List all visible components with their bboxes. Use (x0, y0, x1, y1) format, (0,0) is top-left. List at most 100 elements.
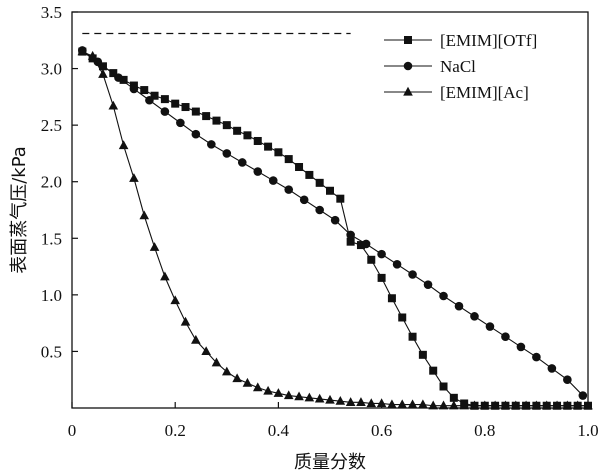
legend-marker-triangle (403, 87, 413, 96)
data-point-circle (517, 343, 526, 352)
data-point-circle (424, 280, 433, 289)
legend-label-emim-ac: [EMIM][Ac] (440, 83, 529, 102)
data-point-circle (346, 231, 355, 240)
legend-label-emim-otf: [EMIM][OTf] (440, 31, 537, 50)
data-point-triangle (191, 335, 201, 344)
data-point-square (336, 195, 344, 203)
data-point-circle (393, 260, 402, 269)
y-tick-label: 2.0 (41, 173, 62, 192)
data-point-triangle (119, 140, 129, 149)
y-tick-label: 1.5 (41, 229, 62, 248)
x-axis-title: 质量分数 (294, 452, 366, 473)
data-point-square (274, 148, 282, 156)
x-tick-label: 0.2 (165, 421, 186, 440)
data-point-circle (176, 119, 185, 128)
data-point-circle (470, 312, 479, 321)
data-point-triangle (232, 373, 242, 382)
data-point-circle (207, 140, 216, 149)
data-point-triangle (408, 399, 418, 408)
data-point-circle (145, 96, 154, 105)
data-point-square (388, 294, 396, 302)
data-point-square (161, 95, 169, 103)
data-point-square (212, 117, 220, 125)
data-point-square (254, 137, 262, 145)
x-tick-label: 0.8 (474, 421, 495, 440)
data-point-circle (455, 302, 464, 311)
data-point-triangle (139, 210, 149, 219)
data-point-circle (223, 149, 232, 158)
data-point-triangle (356, 397, 366, 406)
data-point-circle (548, 364, 557, 373)
data-point-triangle (160, 272, 170, 281)
y-tick-label: 3.0 (41, 60, 62, 79)
data-point-circle (408, 270, 417, 279)
data-point-square (367, 256, 375, 264)
data-point-square (264, 143, 272, 151)
data-point-square (305, 171, 313, 179)
x-tick-label: 0.4 (268, 421, 290, 440)
data-point-triangle (253, 382, 263, 391)
data-point-square (192, 108, 200, 116)
legend-label-nacl: NaCl (440, 57, 476, 76)
data-point-circle (331, 216, 340, 225)
plot-frame (72, 12, 588, 408)
y-axis-title: 表面蒸气压/kPa (9, 146, 30, 274)
data-point-circle (563, 375, 572, 384)
data-point-triangle (181, 317, 191, 326)
data-point-triangle (222, 367, 232, 376)
data-point-circle (439, 292, 448, 301)
data-point-square (398, 313, 406, 321)
data-point-circle (300, 196, 309, 205)
data-point-circle (486, 322, 495, 331)
data-point-circle (114, 73, 123, 82)
data-point-triangle (397, 399, 407, 408)
legend-marker-square (404, 36, 412, 44)
data-point-circle (253, 167, 262, 176)
data-point-circle (238, 158, 247, 167)
data-point-square (171, 100, 179, 108)
data-point-triangle (243, 378, 253, 387)
data-point-triangle (98, 69, 108, 78)
data-point-square (419, 351, 427, 359)
data-point-square (223, 121, 231, 129)
data-point-square (378, 274, 386, 282)
data-point-circle (532, 353, 541, 362)
data-point-triangle (108, 101, 118, 110)
series-line-emim-otf (82, 52, 588, 406)
data-point-square (140, 86, 148, 94)
data-point-square (316, 179, 324, 187)
y-tick-label: 0.5 (41, 342, 62, 361)
data-point-square (440, 383, 448, 391)
data-point-circle (161, 107, 170, 116)
data-point-circle (377, 250, 386, 259)
series-line-emim-ac (82, 52, 588, 406)
legend-marker-circle (404, 62, 413, 71)
data-point-square (243, 131, 251, 139)
data-point-circle (284, 185, 293, 194)
data-point-circle (192, 130, 201, 139)
x-tick-label: 0.6 (371, 421, 392, 440)
data-point-triangle (129, 173, 139, 182)
data-point-circle (579, 391, 588, 400)
data-point-square (326, 187, 334, 195)
data-point-triangle (418, 399, 428, 408)
y-tick-label: 1.0 (41, 286, 62, 305)
data-point-triangle (150, 242, 160, 251)
data-point-square (409, 333, 417, 341)
data-point-circle (362, 240, 371, 249)
data-point-circle (130, 85, 139, 94)
data-point-square (202, 112, 210, 120)
data-point-triangle (170, 295, 180, 304)
y-tick-label: 3.5 (41, 3, 62, 22)
data-point-circle (501, 332, 510, 341)
data-point-square (429, 367, 437, 375)
x-tick-label: 0 (68, 421, 77, 440)
y-tick-label: 2.5 (41, 116, 62, 135)
data-point-square (182, 103, 190, 111)
data-point-circle (269, 176, 278, 185)
data-point-square (285, 155, 293, 163)
x-tick-label: 1.0 (577, 421, 598, 440)
data-point-square (233, 127, 241, 135)
legend: [EMIM][OTf] NaCl [EMIM][Ac] (384, 31, 537, 102)
